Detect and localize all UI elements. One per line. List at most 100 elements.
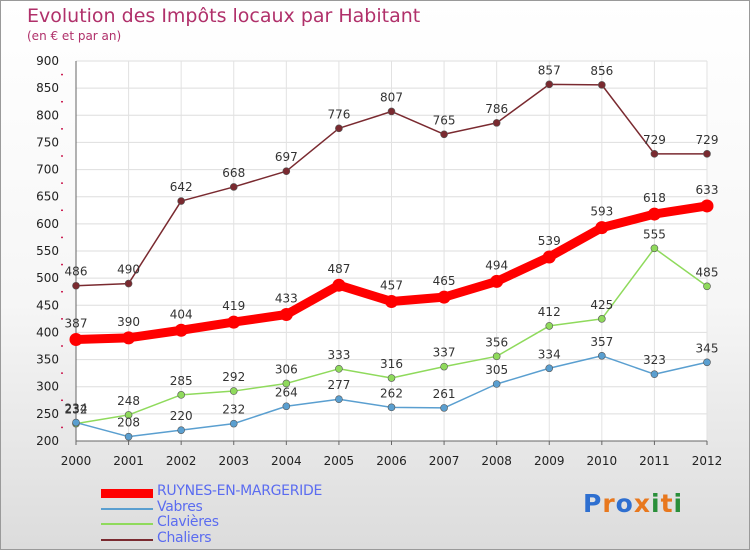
- logo-letter: o: [615, 489, 634, 518]
- data-label: 412: [538, 305, 561, 319]
- x-tick-label: 2011: [639, 454, 670, 468]
- data-point: [492, 380, 501, 388]
- data-label: 486: [65, 265, 88, 279]
- data-label: 208: [117, 416, 140, 430]
- data-label: 425: [590, 298, 613, 312]
- data-label: 539: [538, 234, 561, 248]
- data-label: 262: [380, 386, 403, 400]
- x-tick-label: 2012: [692, 454, 723, 468]
- data-label: 306: [275, 362, 298, 376]
- data-point: [545, 322, 554, 330]
- data-point: [335, 395, 343, 404]
- data-label: 390: [117, 315, 140, 329]
- data-point: [229, 387, 238, 395]
- data-label: 264: [275, 385, 298, 399]
- y-tick-label: 350: [36, 353, 59, 367]
- y-tick-label: 300: [36, 380, 59, 394]
- x-tick-label: 2009: [534, 454, 565, 468]
- data-label: 668: [222, 166, 245, 180]
- data-label: 457: [380, 278, 403, 292]
- data-label: 485: [696, 265, 719, 279]
- data-point: [650, 150, 659, 158]
- y-tick-label: 700: [36, 163, 59, 177]
- x-tick-label: 2007: [429, 454, 460, 468]
- data-label: 387: [65, 316, 88, 330]
- data-point: [335, 124, 343, 133]
- data-label: 234: [65, 402, 88, 416]
- data-label: 323: [643, 353, 666, 367]
- data-label: 404: [170, 307, 193, 321]
- data-label: 729: [696, 133, 719, 147]
- logo-letter: P: [583, 489, 603, 518]
- data-point: [227, 315, 241, 329]
- data-point: [490, 274, 504, 288]
- data-point: [177, 197, 185, 205]
- data-point: [124, 411, 133, 419]
- data-label: 357: [590, 335, 613, 349]
- data-point: [174, 323, 188, 337]
- data-point: [387, 374, 396, 382]
- data-point: [440, 404, 448, 412]
- data-label: 642: [170, 180, 193, 194]
- x-tick-label: 2010: [587, 454, 618, 468]
- data-point: [545, 364, 554, 373]
- y-tick-label: 200: [36, 434, 59, 448]
- data-point: [387, 403, 396, 412]
- x-tick-label: 2000: [61, 454, 92, 468]
- legend-label: Chaliers: [157, 529, 212, 546]
- proxiti-logo: Proxiti: [583, 489, 683, 518]
- data-point: [279, 308, 293, 322]
- logo-letter: i: [673, 489, 684, 518]
- data-point: [385, 294, 398, 308]
- data-point: [122, 331, 136, 345]
- data-label: 334: [538, 347, 561, 361]
- data-point: [282, 402, 291, 411]
- data-label: 337: [433, 346, 456, 360]
- data-label: 618: [643, 191, 666, 205]
- data-point: [595, 221, 609, 235]
- y-tick-label: 650: [36, 190, 59, 204]
- x-tick-label: 2003: [218, 454, 249, 468]
- data-label: 729: [643, 133, 666, 147]
- legend-label: RUYNES-EN-MARGERIDE: [157, 483, 323, 499]
- x-tick-label: 2004: [271, 454, 302, 468]
- data-point: [72, 281, 80, 290]
- y-tick-label: 500: [36, 271, 59, 285]
- data-point: [69, 332, 83, 346]
- data-label: 232: [222, 403, 245, 417]
- data-point: [124, 279, 133, 288]
- data-point: [229, 419, 238, 428]
- legend-label: Vabres: [157, 498, 203, 515]
- data-point: [177, 391, 185, 399]
- data-point: [437, 290, 451, 304]
- y-tick-label: 900: [36, 54, 59, 68]
- logo-letter: r: [602, 489, 616, 518]
- data-point: [492, 352, 501, 361]
- legend-swatch: [101, 488, 153, 498]
- data-point: [282, 379, 291, 388]
- legend-swatch: [101, 507, 153, 510]
- x-tick-label: 2006: [376, 454, 407, 468]
- data-label: 465: [433, 274, 456, 288]
- data-point: [542, 250, 556, 264]
- data-point: [650, 370, 659, 379]
- data-point: [703, 358, 711, 367]
- data-label: 232: [65, 403, 88, 417]
- data-point: [387, 107, 396, 116]
- data-label: 292: [222, 370, 245, 384]
- y-tick-label: 800: [36, 108, 59, 122]
- data-point: [598, 351, 606, 360]
- y-tick-label: 750: [36, 135, 59, 149]
- data-label: 490: [117, 263, 140, 277]
- logo-letter: x: [633, 489, 651, 518]
- data-point: [335, 364, 343, 373]
- data-label: 316: [380, 357, 403, 371]
- data-label: 593: [590, 205, 613, 219]
- data-label: 776: [327, 107, 350, 121]
- data-label: 765: [433, 113, 456, 127]
- data-point: [650, 244, 659, 253]
- y-tick-label: 400: [36, 325, 59, 339]
- data-label: 248: [117, 394, 140, 408]
